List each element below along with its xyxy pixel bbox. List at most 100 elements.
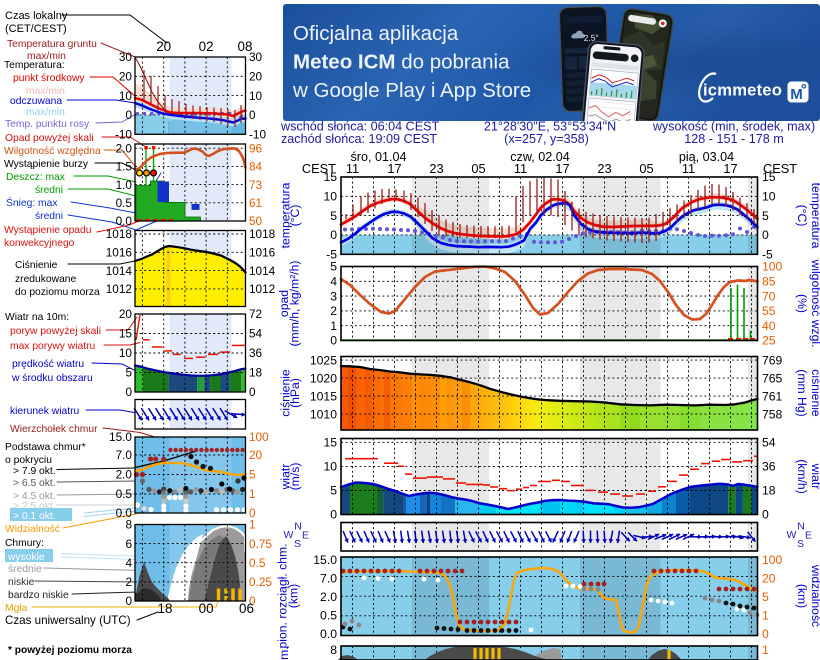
svg-text:1025: 1025 xyxy=(310,353,337,367)
svg-text:18: 18 xyxy=(762,484,776,498)
svg-text:100: 100 xyxy=(762,553,783,567)
svg-text:-5: -5 xyxy=(326,248,337,262)
svg-text:17: 17 xyxy=(555,161,569,176)
svg-text:max/min: max/min xyxy=(27,51,66,62)
svg-text:0: 0 xyxy=(125,108,132,122)
svg-text:61: 61 xyxy=(249,196,262,210)
svg-text:4: 4 xyxy=(330,275,337,289)
svg-text:Temperatura:: Temperatura: xyxy=(4,60,65,71)
svg-text:100: 100 xyxy=(762,260,783,274)
svg-text:Chmury:: Chmury: xyxy=(5,538,44,549)
svg-text:5: 5 xyxy=(330,260,337,274)
svg-text:15.0: 15.0 xyxy=(109,430,132,444)
svg-text:S: S xyxy=(294,538,301,550)
svg-text:(%): (%) xyxy=(795,294,809,313)
svg-text:Widzialność: Widzialność xyxy=(5,524,60,535)
svg-text:temperatura: temperatura xyxy=(279,182,293,248)
svg-text:1016: 1016 xyxy=(249,246,276,260)
svg-text:wiatr: wiatr xyxy=(809,463,820,490)
svg-text:1.0: 1.0 xyxy=(116,178,133,192)
svg-text:średni: średni xyxy=(35,211,63,222)
svg-text:(mm Hg): (mm Hg) xyxy=(795,369,809,416)
svg-text:0.0: 0.0 xyxy=(320,627,337,641)
svg-text:10: 10 xyxy=(323,460,337,474)
svg-text:bardzo niskie: bardzo niskie xyxy=(8,590,69,601)
svg-text:średnie: średnie xyxy=(8,564,42,575)
svg-text:0: 0 xyxy=(762,508,769,522)
svg-text:761: 761 xyxy=(762,389,783,403)
svg-text:Temperatura gruntu: Temperatura gruntu xyxy=(7,39,97,50)
svg-text:00: 00 xyxy=(199,601,214,616)
svg-text:05: 05 xyxy=(639,161,653,176)
svg-text:36: 36 xyxy=(249,346,263,360)
svg-text:(mm/h, kg/m²/h): (mm/h, kg/m²/h) xyxy=(288,261,302,347)
svg-text:2.0: 2.0 xyxy=(116,468,133,482)
svg-text:w Google Play i App Store: w Google Play i App Store xyxy=(292,79,531,102)
svg-text:25: 25 xyxy=(762,334,776,348)
svg-text:11: 11 xyxy=(682,161,695,176)
svg-text:Oficjalna aplikacja: Oficjalna aplikacja xyxy=(293,22,459,45)
svg-text:S: S xyxy=(797,538,804,550)
svg-text:0: 0 xyxy=(762,627,769,641)
svg-text:Wilgotność względna: Wilgotność względna xyxy=(4,146,101,157)
svg-text:10: 10 xyxy=(762,190,776,204)
svg-text:E: E xyxy=(805,530,812,542)
svg-text:4: 4 xyxy=(125,556,132,570)
svg-text:ciśnienie: ciśnienie xyxy=(279,369,293,417)
svg-text:(x=257, y=358): (x=257, y=358) xyxy=(504,132,589,146)
svg-text:758: 758 xyxy=(762,407,783,421)
svg-text:72: 72 xyxy=(249,307,262,321)
svg-text:55: 55 xyxy=(762,304,776,318)
svg-text:Temp. punktu rosy: Temp. punktu rosy xyxy=(5,119,90,130)
svg-text:100: 100 xyxy=(249,430,269,444)
svg-text:30: 30 xyxy=(119,50,133,64)
svg-text:10: 10 xyxy=(323,190,337,204)
svg-text:18: 18 xyxy=(249,366,263,380)
svg-text:Wiatr na 10m:: Wiatr na 10m: xyxy=(5,312,69,323)
svg-text:2.0: 2.0 xyxy=(320,590,337,604)
svg-text:N: N xyxy=(797,521,805,533)
svg-text:23: 23 xyxy=(429,161,443,176)
svg-text:11: 11 xyxy=(346,161,359,176)
svg-text:15: 15 xyxy=(323,436,337,450)
svg-text:* powyżej poziomu morza: * powyżej poziomu morza xyxy=(8,645,132,656)
svg-text:Czas lokalny: Czas lokalny xyxy=(5,10,68,22)
svg-text:> 2.5 okt.: > 2.5 okt. xyxy=(13,501,56,512)
svg-text:20: 20 xyxy=(762,572,776,586)
svg-text:70: 70 xyxy=(762,289,776,303)
svg-text:Wierzchołek chmur: Wierzchołek chmur xyxy=(10,424,98,435)
svg-text:W: W xyxy=(284,529,294,541)
svg-text:1.5: 1.5 xyxy=(116,160,133,174)
svg-text:128 - 151 - 178 m: 128 - 151 - 178 m xyxy=(684,132,783,146)
svg-text:1: 1 xyxy=(330,319,337,333)
svg-text:zachm.: zachm. xyxy=(277,646,291,660)
svg-text:kierunek wiatru: kierunek wiatru xyxy=(10,406,80,417)
svg-text:06: 06 xyxy=(239,601,254,616)
svg-text:> 7.9 okt.: > 7.9 okt. xyxy=(13,466,56,477)
svg-text:wysokie: wysokie xyxy=(7,552,45,563)
svg-text:Wystąpienie burzy: Wystąpienie burzy xyxy=(4,159,89,170)
svg-text:50: 50 xyxy=(249,214,263,228)
svg-text:20: 20 xyxy=(119,307,133,321)
svg-text:2: 2 xyxy=(125,575,132,589)
svg-text:pią, 03.04: pią, 03.04 xyxy=(679,150,734,164)
svg-text:0.5: 0.5 xyxy=(116,487,133,501)
svg-text:(°C): (°C) xyxy=(795,205,809,227)
svg-text:Podstawa chmur*: Podstawa chmur* xyxy=(5,442,86,453)
svg-text:05: 05 xyxy=(471,161,485,176)
svg-text:prędkość wiatru: prędkość wiatru xyxy=(12,359,84,370)
svg-text:8: 8 xyxy=(330,643,337,657)
svg-text:5: 5 xyxy=(330,484,337,498)
svg-text:54: 54 xyxy=(762,436,776,450)
svg-text:o pokryciu: o pokryciu xyxy=(5,455,52,466)
svg-text:0: 0 xyxy=(249,108,256,122)
svg-text:765: 765 xyxy=(762,371,783,385)
svg-text:niskie: niskie xyxy=(8,577,35,588)
svg-text:pion. rozciągł. chm.: pion. rozciągł. chm. xyxy=(276,544,290,649)
svg-text:Śnieg: max: Śnieg: max xyxy=(6,196,58,209)
svg-text:średni: średni xyxy=(35,185,63,196)
svg-text:0.75: 0.75 xyxy=(249,537,272,551)
svg-text:15.0: 15.0 xyxy=(313,553,337,567)
svg-text:Ciśnienie: Ciśnienie xyxy=(15,260,58,271)
svg-text:Deszcz: max: Deszcz: max xyxy=(6,172,66,183)
